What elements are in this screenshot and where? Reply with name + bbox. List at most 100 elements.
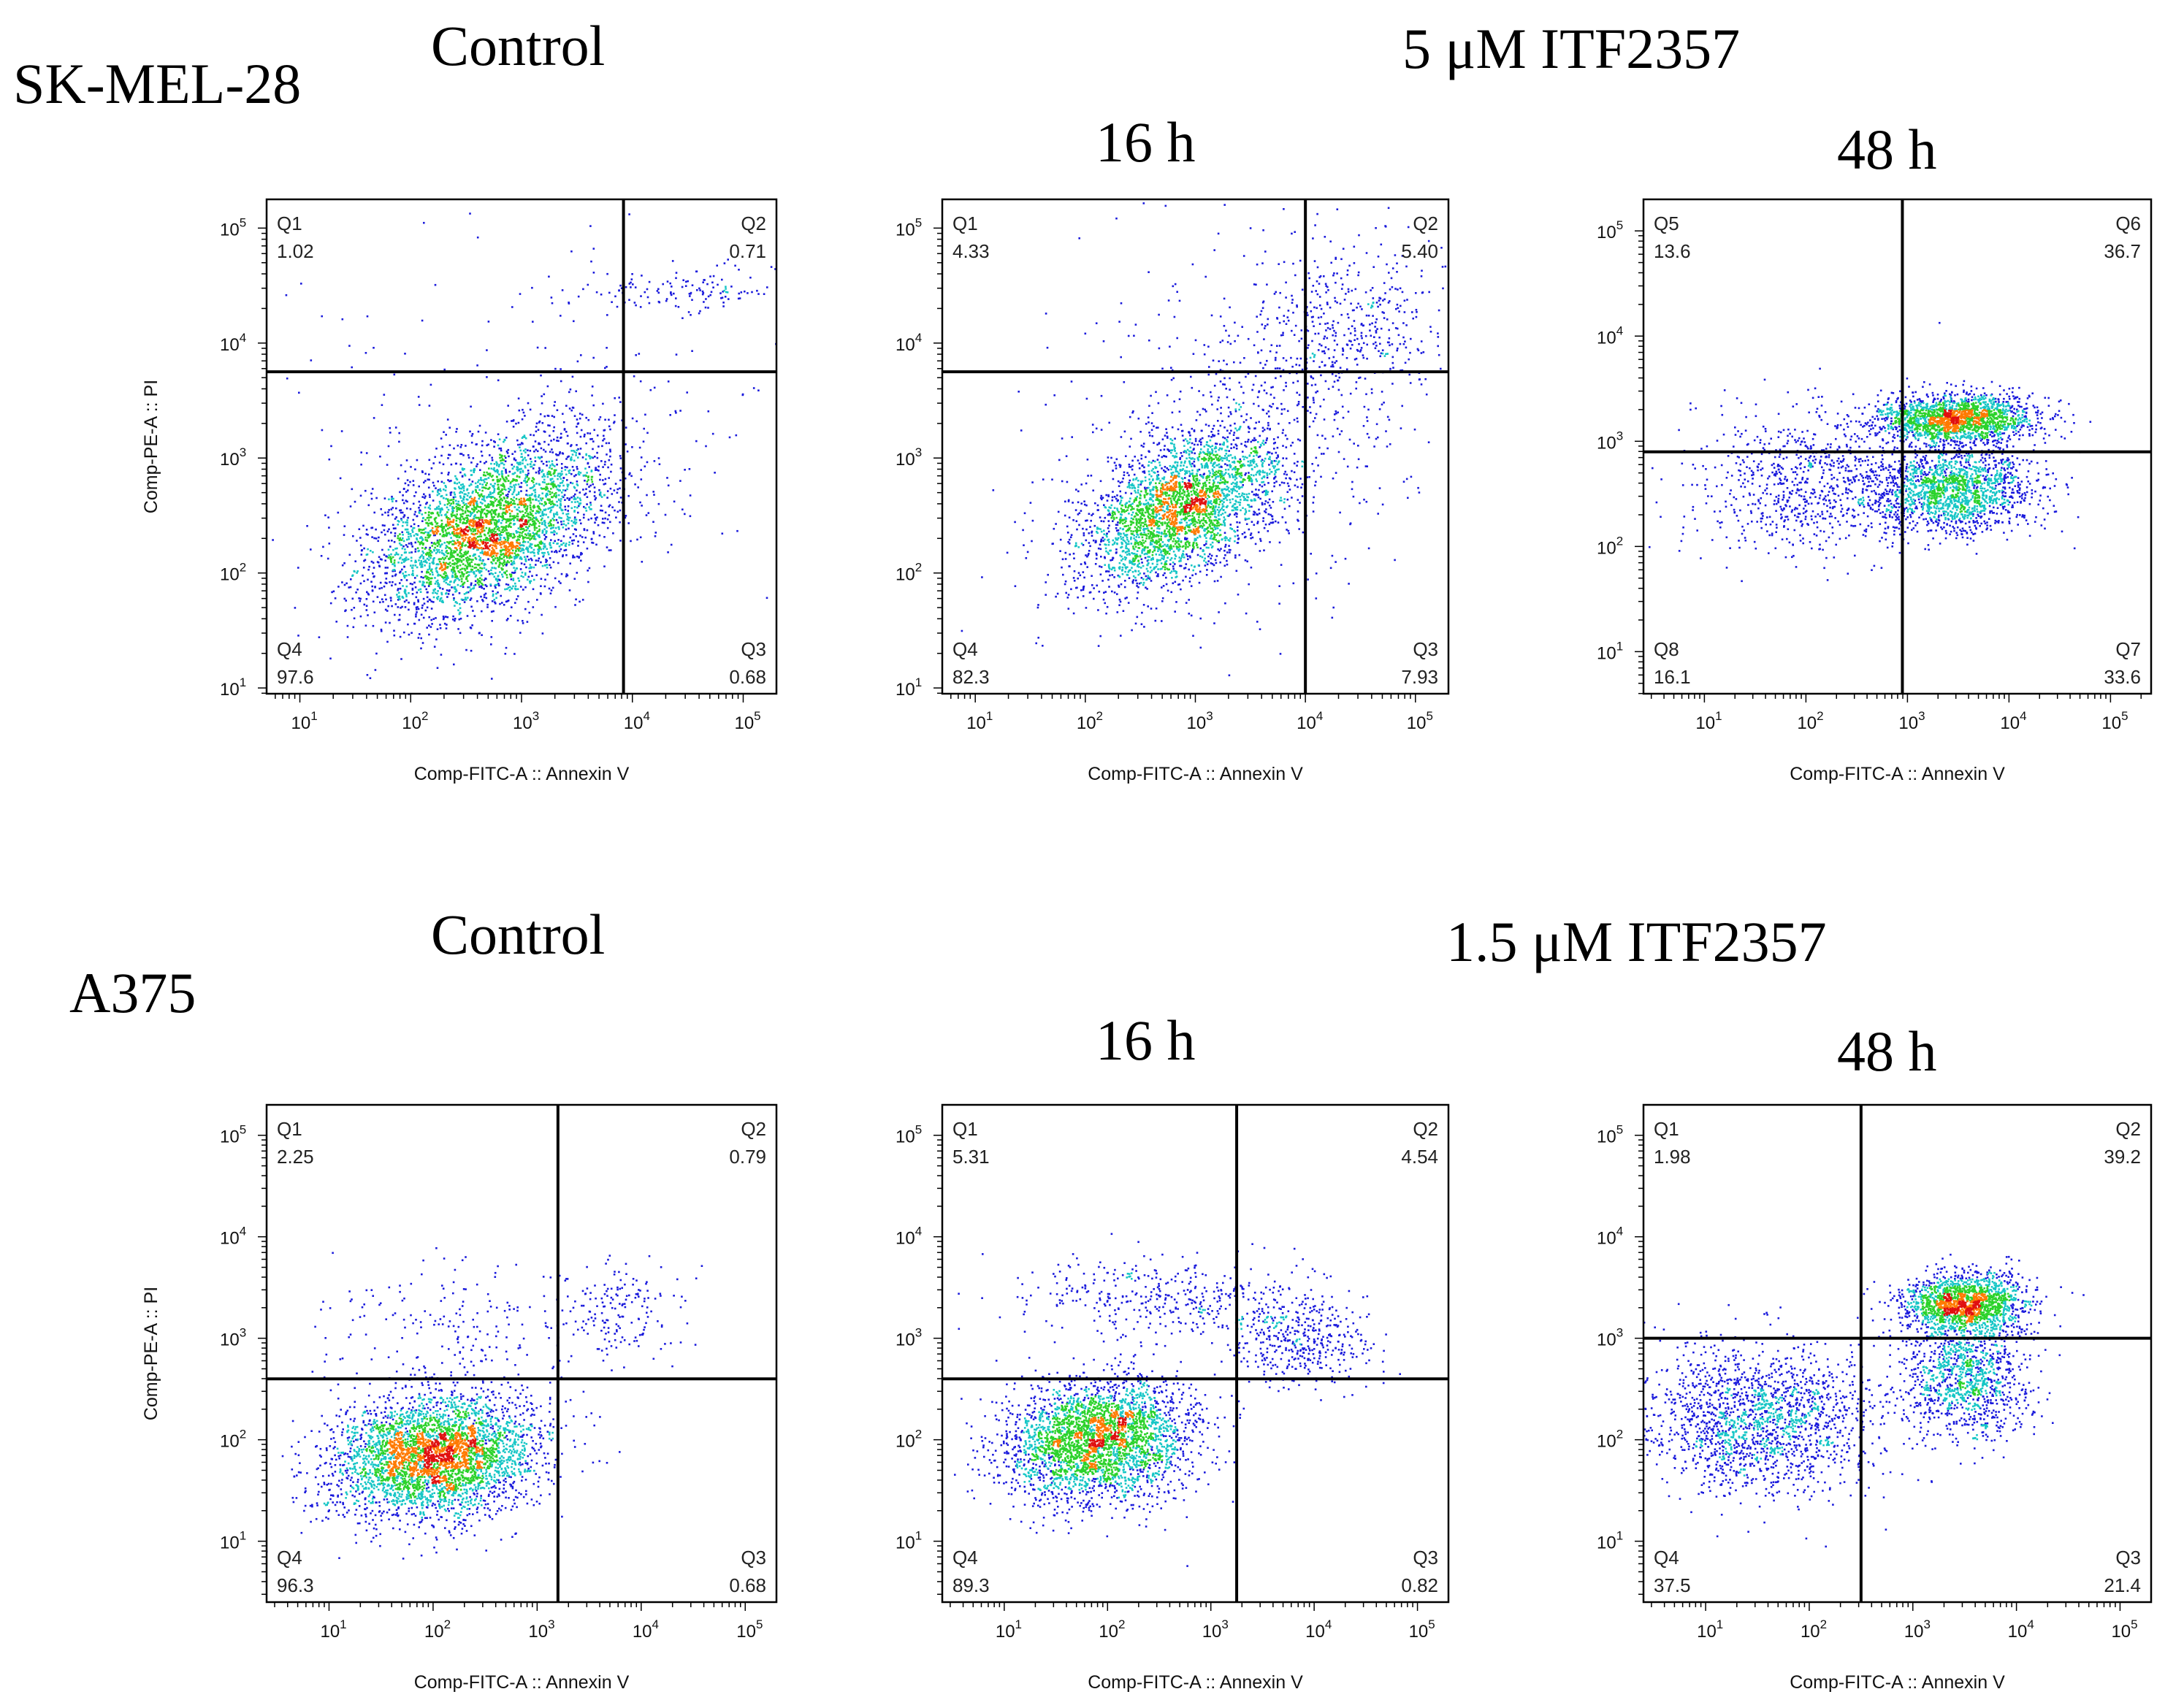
- event-dot: [443, 572, 445, 575]
- event-dot: [497, 552, 499, 555]
- event-dot: [1099, 516, 1101, 518]
- event-dot: [1218, 611, 1220, 613]
- event-dot: [532, 489, 535, 491]
- event-dot: [608, 418, 610, 421]
- event-dot: [1234, 422, 1236, 425]
- event-dot: [1289, 744, 1291, 746]
- event-dot: [445, 524, 448, 526]
- event-dot: [538, 472, 541, 475]
- event-dot: [532, 606, 535, 608]
- event-dot: [389, 581, 391, 583]
- event-dot: [551, 478, 554, 480]
- event-dot: [608, 549, 611, 551]
- event-dot: [506, 536, 509, 538]
- event-dot: [562, 523, 565, 526]
- event-dot: [705, 298, 707, 300]
- event-dot: [530, 487, 532, 489]
- event-dot: [497, 520, 500, 522]
- event-dot: [1223, 557, 1226, 559]
- event-dot: [455, 577, 458, 579]
- event-dot: [719, 292, 722, 294]
- event-dot: [439, 627, 442, 629]
- event-dot: [524, 437, 527, 440]
- event-dot: [480, 515, 482, 518]
- event-dot: [459, 497, 462, 499]
- event-dot: [451, 515, 453, 518]
- event-dot: [582, 541, 585, 543]
- event-dot: [725, 291, 728, 294]
- event-dot: [389, 545, 392, 548]
- event-dot: [547, 522, 550, 525]
- event-dot: [504, 513, 507, 516]
- event-dot: [497, 504, 499, 506]
- event-dot: [1241, 326, 1243, 328]
- event-dot: [461, 583, 464, 586]
- event-dot: [1364, 465, 1367, 467]
- event-dot: [422, 543, 424, 545]
- event-dot: [489, 583, 492, 586]
- event-dot: [426, 522, 428, 524]
- event-dot: [443, 580, 446, 583]
- event-dot: [1259, 434, 1261, 437]
- event-dot: [603, 565, 606, 567]
- event-dot: [353, 617, 356, 620]
- event-dot: [1150, 608, 1153, 610]
- event-dot: [359, 597, 362, 600]
- event-dot: [505, 518, 507, 521]
- event-dot: [603, 536, 606, 538]
- event-dot: [508, 554, 511, 556]
- event-dot: [646, 461, 649, 464]
- event-dot: [588, 486, 590, 488]
- event-dot: [1319, 304, 1321, 307]
- event-dot: [494, 483, 496, 485]
- event-dot: [570, 496, 573, 499]
- event-dot: [1264, 442, 1267, 444]
- event-dot: [433, 532, 435, 535]
- event-dot: [620, 287, 623, 289]
- event-dot: [321, 315, 323, 318]
- event-dot: [793, 271, 795, 273]
- event-dot: [416, 459, 419, 462]
- event-dot: [474, 544, 477, 547]
- event-dot: [452, 514, 454, 517]
- event-dot: [428, 494, 431, 496]
- event-dot: [435, 529, 438, 531]
- event-dot: [509, 518, 511, 521]
- event-dot: [456, 510, 458, 513]
- event-dot: [853, 437, 855, 439]
- event-dot: [466, 567, 468, 570]
- event-dot: [582, 288, 584, 291]
- event-dot: [1313, 325, 1315, 327]
- event-dot: [571, 482, 574, 485]
- event-dot: [447, 593, 450, 595]
- event-dot: [522, 518, 524, 520]
- event-dot: [353, 570, 356, 572]
- event-dot: [1306, 476, 1309, 478]
- event-dot: [1301, 288, 1304, 291]
- event-dot: [1092, 431, 1094, 434]
- event-dot: [443, 558, 446, 561]
- event-dot: [526, 578, 529, 581]
- event-dot: [383, 585, 386, 588]
- event-dot: [379, 558, 382, 560]
- event-dot: [1463, 322, 1465, 324]
- event-dot: [510, 535, 512, 537]
- event-dot: [1203, 353, 1206, 356]
- event-dot: [1294, 324, 1297, 327]
- event-dot: [411, 593, 414, 595]
- event-dot: [496, 462, 498, 465]
- event-dot: [354, 560, 356, 562]
- event-dot: [474, 532, 477, 535]
- event-dot: [343, 562, 345, 564]
- event-dot: [543, 393, 546, 396]
- event-dot: [530, 480, 533, 482]
- event-dot: [492, 594, 495, 597]
- event-dot: [527, 559, 530, 561]
- event-dot: [532, 522, 535, 525]
- event-dot: [484, 545, 487, 547]
- event-dot: [454, 619, 456, 622]
- event-dot: [1242, 421, 1245, 424]
- event-dot: [500, 471, 503, 473]
- event-dot: [545, 513, 547, 516]
- event-dot: [1192, 635, 1194, 637]
